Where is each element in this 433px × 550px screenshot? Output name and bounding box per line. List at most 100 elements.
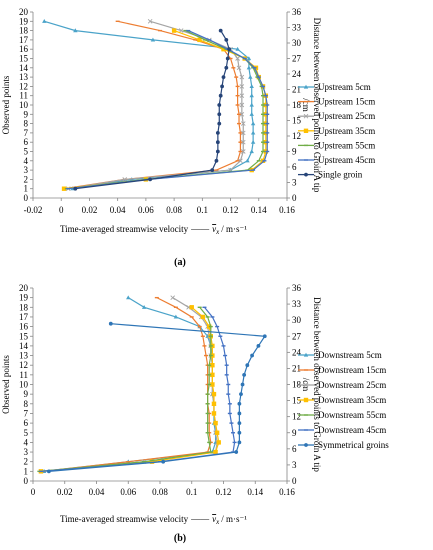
y2-tick-label: 15	[292, 116, 302, 126]
data-point	[224, 65, 229, 70]
data-point	[218, 93, 223, 98]
legend-label: Upstream 55cm	[318, 140, 375, 150]
data-point	[215, 149, 220, 154]
y-tick-label: 18	[19, 26, 29, 36]
y-tick-label: 18	[19, 302, 29, 312]
data-point	[239, 392, 243, 397]
y2-tick-label: 36	[292, 283, 302, 293]
y-tick-label: 5	[24, 147, 29, 157]
data-point	[216, 440, 221, 445]
y-tick-label: 20	[19, 7, 29, 17]
y2-tick-label: 24	[292, 347, 302, 357]
y-tick-label: 19	[19, 16, 29, 26]
x-tick-label: 0.12	[216, 487, 232, 497]
series-line	[42, 297, 212, 472]
legend-label: Downstream 35cm	[318, 395, 386, 405]
series-line	[40, 306, 236, 472]
legend-label: Downstream 55cm	[318, 410, 386, 420]
data-point	[161, 459, 166, 464]
y-tick-label: 5	[24, 428, 29, 438]
x-axis-label: Time-averaged streamwise velocity —— vx / m…	[60, 224, 247, 236]
data-point	[249, 112, 254, 116]
legend-item: Downstream 45cm	[298, 425, 386, 435]
y2-tick-label: 0	[292, 193, 297, 203]
data-point	[237, 430, 242, 435]
x-axis-label-unit: / m·s⁻¹	[221, 514, 247, 524]
legend-item: Upstream 5cm	[298, 82, 371, 92]
legend-label: Downstream 5cm	[318, 350, 382, 360]
y-tick-label: 0	[24, 193, 29, 203]
legend-item: Upstream 35cm	[298, 126, 375, 136]
legend-label: Downstream 25cm	[318, 380, 386, 390]
y-tick-label: 19	[19, 293, 29, 303]
legend-item: Downstream 35cm	[298, 395, 386, 405]
series-line	[40, 297, 218, 472]
data-point	[240, 149, 246, 154]
legend-item: Downstream 25cm	[298, 380, 386, 390]
y-tick-label: 1	[24, 184, 29, 194]
series-symmetrical-groins	[46, 321, 267, 474]
data-point	[150, 37, 156, 42]
y-tick-label: 1	[24, 466, 29, 476]
y-tick-label: 12	[19, 81, 28, 91]
legend-label: Upstream 25cm	[318, 111, 375, 121]
y2-tick-label: 6	[292, 162, 297, 172]
legend-item: Upstream 25cm	[298, 111, 375, 121]
legend-item: Single groin	[298, 170, 363, 180]
x-axis-label-dash: ——	[190, 224, 210, 234]
data-point	[215, 131, 220, 135]
x-tick-label: 0	[59, 205, 64, 215]
data-point	[249, 84, 254, 88]
data-point	[214, 430, 220, 435]
x-tick-label: 0.02	[82, 205, 98, 215]
y-tick-label: 3	[24, 165, 29, 175]
data-point	[235, 46, 240, 51]
legend-label: Upstream 15cm	[318, 97, 375, 107]
x-axis-label-symbol: v	[212, 514, 216, 524]
data-point	[237, 421, 242, 425]
data-point	[148, 177, 153, 182]
chart-panel-b: 0 0.02 0.04 0.06 0.08 0.1 0.12 0.14 0.1601234567…	[1, 283, 389, 544]
legend-label: Upstream 5cm	[318, 82, 371, 92]
data-point	[217, 121, 222, 126]
x-tick-label: 0.12	[223, 205, 239, 215]
data-point	[173, 314, 179, 319]
y2-tick-label: 12	[292, 131, 301, 141]
data-point	[239, 102, 245, 108]
data-point	[178, 28, 184, 33]
data-point	[250, 130, 256, 135]
chart-panel-a: -0.02 0 0.02 0.04 0.06 0.08 0.1 0.12 0.14 0.16012…	[1, 7, 375, 268]
series-downstream-5cm	[41, 295, 218, 473]
x-tick-label: 0.16	[279, 205, 295, 215]
data-point	[240, 130, 246, 136]
x-tick-label: 0.06	[120, 487, 136, 497]
data-point	[237, 440, 242, 445]
y-tick-label: 6	[24, 418, 29, 428]
legend-swatch-marker	[303, 352, 309, 357]
y2-tick-label: 36	[292, 7, 302, 17]
x-axis-label-subscript: x	[215, 518, 220, 526]
data-point	[245, 363, 250, 368]
legend-swatch-marker	[303, 84, 309, 89]
x-tick-label: 0.08	[152, 487, 168, 497]
data-point	[235, 56, 240, 61]
data-point	[61, 186, 67, 191]
y2-tick-label: 0	[292, 476, 297, 486]
data-point	[238, 158, 243, 164]
data-point	[239, 93, 245, 99]
y-tick-label: 10	[19, 380, 29, 390]
data-point	[240, 139, 246, 145]
y2-tick-label: 27	[292, 331, 302, 341]
data-point	[211, 401, 217, 406]
series-line	[39, 306, 212, 472]
legend-item: Upstream 55cm	[298, 140, 375, 150]
legend-label: Downstream 15cm	[318, 365, 386, 375]
y2-tick-label: 9	[292, 147, 297, 157]
y2-tick-label: 30	[292, 38, 302, 48]
series-single-groin	[73, 28, 232, 191]
legend-label: Single groin	[318, 170, 363, 180]
data-point	[245, 158, 250, 163]
y-tick-label: 20	[19, 283, 29, 293]
y-tick-label: 11	[19, 370, 28, 380]
y2-tick-label: 33	[292, 23, 302, 33]
